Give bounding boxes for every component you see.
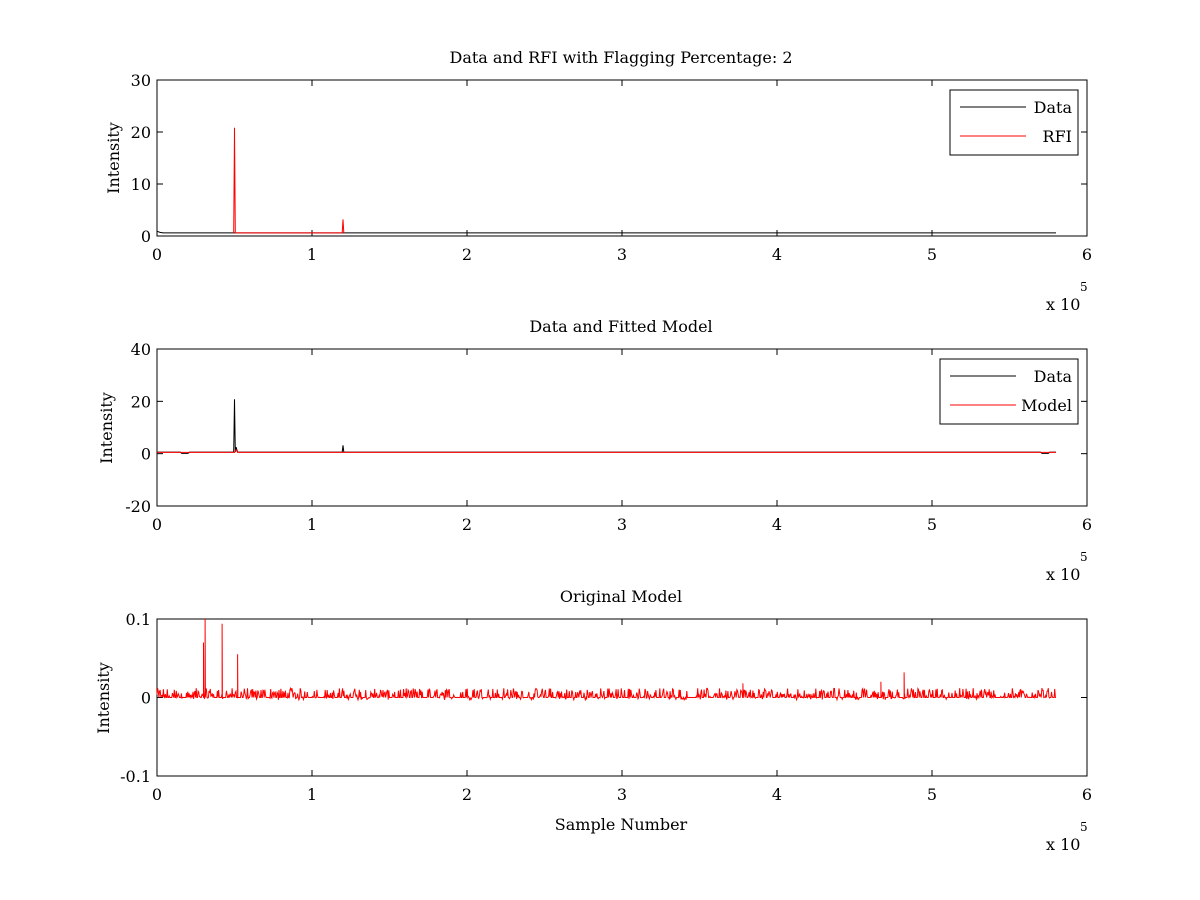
y-tick-label: -0.1 [120,767,151,786]
y-tick-label: 30 [131,71,151,90]
x-tick-label: 0 [152,785,162,804]
x-tick-label: 5 [927,785,937,804]
x-tick-label: 6 [1082,245,1092,264]
x-tick-label: 6 [1082,515,1092,534]
panel-3-x-multiplier-exp: 5 [1080,820,1088,834]
y-tick-label: 0 [141,445,151,464]
x-tick-label: 1 [307,245,317,264]
y-tick-label: 20 [131,123,151,142]
series-line-rfi [233,127,345,234]
x-tick-label: 0 [152,245,162,264]
x-tick-label: 1 [307,785,317,804]
panel-1-x-multiplier-exp: 5 [1080,280,1088,294]
panel-2-ylabel: Intensity [97,392,116,464]
x-tick-label: 3 [617,245,627,264]
legend-label: Model [1021,396,1072,415]
x-tick-label: 4 [772,515,782,534]
y-tick-label: 0 [141,227,151,246]
x-tick-label: 3 [617,515,627,534]
y-tick-label: 0 [141,689,151,708]
y-tick-label: 0.1 [126,610,151,629]
legend-label: Data [1034,367,1073,386]
y-tick-label: -20 [125,497,151,516]
panel-3-title: Original Model [560,587,682,606]
y-tick-label: 40 [131,340,151,359]
panel-original-model: Original Model Intensity Sample Number x… [94,587,1092,854]
panel-rfi: Data and RFI with Flagging Percentage: 2… [104,48,1092,314]
x-tick-label: 4 [772,785,782,804]
panel-1-ylabel: Intensity [104,122,123,194]
plot-area [156,79,1088,237]
plot-area [156,348,1088,507]
x-tick-label: 2 [462,245,472,264]
legend: Data Model [939,358,1079,425]
panel-1-title: Data and RFI with Flagging Percentage: 2 [449,48,792,67]
x-tick-label: 0 [152,515,162,534]
legend-label: RFI [1043,127,1072,146]
y-tick-label: 10 [131,175,151,194]
panel-2-x-multiplier-exp: 5 [1080,550,1088,564]
x-tick-label: 5 [927,515,937,534]
x-tick-label: 2 [462,515,472,534]
panel-3-x-multiplier: x 10 [1046,835,1080,854]
legend-label: Data [1034,98,1073,117]
x-tick-label: 4 [772,245,782,264]
panel-3-ylabel: Intensity [94,662,113,734]
series-line-model [156,618,1057,702]
legend: Data RFI [949,89,1079,156]
series-line-model [157,448,1056,453]
x-tick-label: 5 [927,245,937,264]
panel-3-xlabel: Sample Number [555,815,688,834]
x-tick-label: 6 [1082,785,1092,804]
legend-box [939,358,1079,425]
x-tick-label: 1 [307,515,317,534]
panel-1-x-multiplier: x 10 [1046,295,1080,314]
x-tick-label: 3 [617,785,627,804]
panel-2-title: Data and Fitted Model [529,317,712,336]
panel-model-fit: Data and Fitted Model Intensity x 10 5 0… [97,317,1092,584]
y-tick-label: 20 [131,392,151,411]
legend-box [949,89,1079,156]
panel-2-x-multiplier: x 10 [1046,565,1080,584]
x-tick-label: 2 [462,785,472,804]
